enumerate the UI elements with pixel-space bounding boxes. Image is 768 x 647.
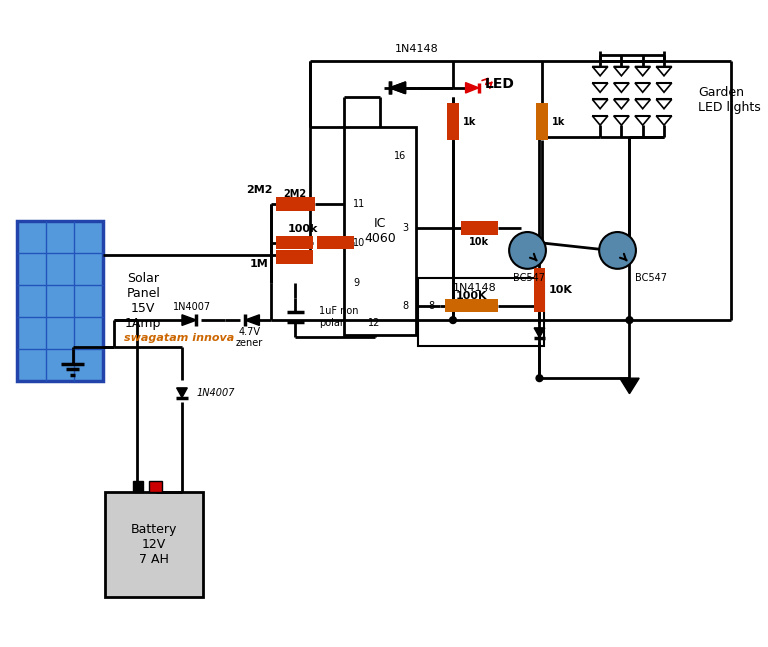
Text: Solar
Panel
15V
1Amp: Solar Panel 15V 1Amp <box>125 272 161 330</box>
Text: BC547: BC547 <box>514 272 545 283</box>
Circle shape <box>599 232 636 269</box>
Text: Garden
LED lights: Garden LED lights <box>698 86 760 114</box>
Text: 12: 12 <box>369 318 381 328</box>
Text: 4.7V
zener: 4.7V zener <box>236 327 263 348</box>
Bar <box>445 299 498 313</box>
Text: 100K: 100K <box>456 291 488 301</box>
Text: Battery
12V
7 AH: Battery 12V 7 AH <box>131 523 177 566</box>
Bar <box>276 236 313 250</box>
Polygon shape <box>535 328 545 338</box>
Text: 10K: 10K <box>549 285 573 295</box>
Polygon shape <box>177 388 187 397</box>
Text: LED: LED <box>485 77 515 91</box>
Bar <box>418 278 544 346</box>
Text: 2M2: 2M2 <box>283 190 306 199</box>
Text: 1N4007: 1N4007 <box>173 302 210 312</box>
Bar <box>447 104 458 140</box>
Text: 11: 11 <box>353 199 366 209</box>
Text: 2M2: 2M2 <box>247 186 273 195</box>
Polygon shape <box>465 83 478 93</box>
Text: swagatam innova: swagatam innova <box>124 333 234 342</box>
Bar <box>343 127 416 334</box>
Text: 10: 10 <box>353 237 366 248</box>
Text: 10k: 10k <box>469 237 489 247</box>
Circle shape <box>626 317 633 324</box>
Bar <box>104 492 204 597</box>
Circle shape <box>509 232 546 269</box>
Text: 1k: 1k <box>551 116 565 127</box>
Text: 8: 8 <box>429 301 435 311</box>
Text: 1uF non
polar: 1uF non polar <box>319 307 359 328</box>
Text: 8: 8 <box>402 301 409 311</box>
Text: 1N4007: 1N4007 <box>197 388 235 398</box>
Bar <box>534 268 545 312</box>
Polygon shape <box>182 315 197 325</box>
Bar <box>461 221 498 235</box>
Text: 100k: 100k <box>288 224 318 234</box>
Bar <box>133 481 144 492</box>
Text: BC547: BC547 <box>635 272 667 283</box>
Text: IC
4060: IC 4060 <box>364 217 396 245</box>
Text: 1N4148: 1N4148 <box>394 44 438 54</box>
Text: 1N4148: 1N4148 <box>452 283 496 293</box>
Text: 1k: 1k <box>462 116 476 127</box>
Bar <box>536 104 548 140</box>
Polygon shape <box>389 82 406 94</box>
Text: 16: 16 <box>394 151 406 160</box>
Text: 3: 3 <box>402 223 409 233</box>
Bar <box>149 481 161 492</box>
Polygon shape <box>389 82 406 94</box>
Polygon shape <box>620 378 639 393</box>
Bar <box>276 250 313 264</box>
Bar <box>276 197 315 211</box>
Polygon shape <box>245 315 260 325</box>
Text: 1M: 1M <box>250 259 269 269</box>
Circle shape <box>449 317 456 324</box>
Circle shape <box>536 375 543 382</box>
Bar <box>18 221 103 381</box>
Bar <box>317 236 354 250</box>
Text: 9: 9 <box>353 278 359 289</box>
